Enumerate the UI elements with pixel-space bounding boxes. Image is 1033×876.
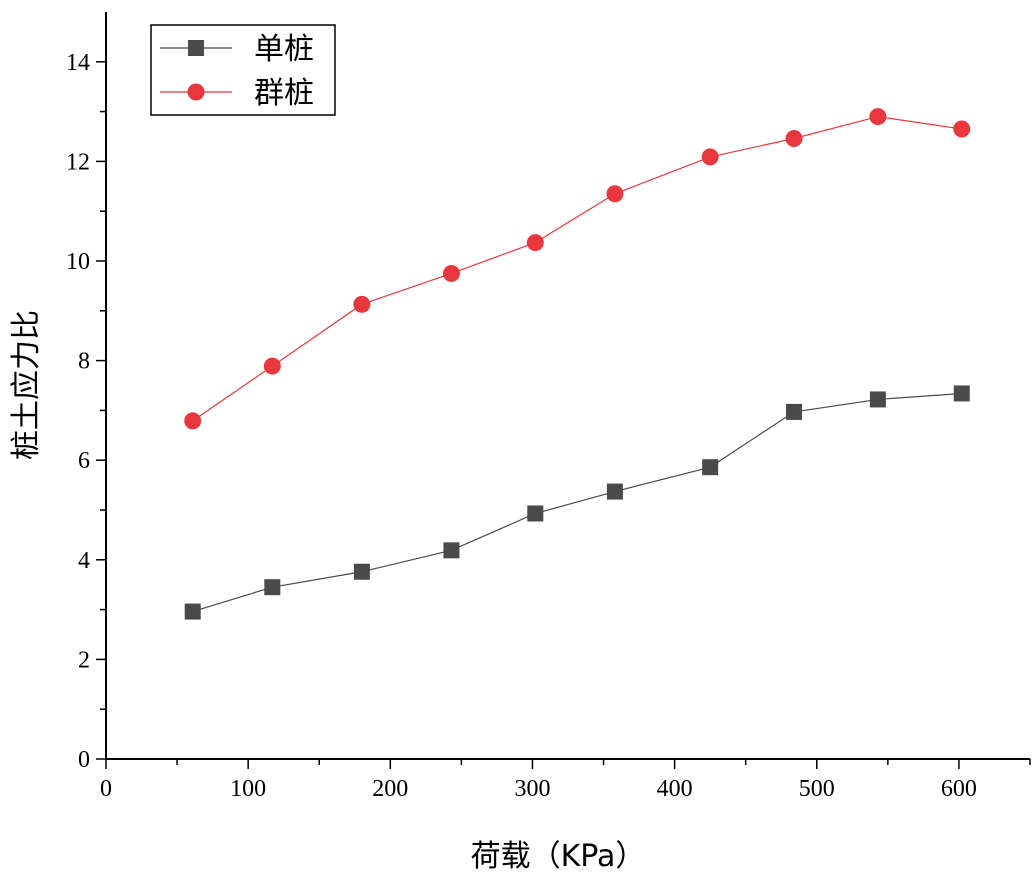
y-tick-label: 8: [78, 349, 90, 375]
data-point: [184, 412, 202, 430]
data-point: [701, 148, 719, 166]
legend-label: 单桩: [254, 32, 314, 67]
data-point: [786, 403, 803, 420]
data-point: [184, 603, 201, 620]
data-point: [702, 459, 719, 476]
legend-box: [150, 24, 336, 116]
data-point: [785, 129, 803, 147]
x-tick-label: 100: [230, 776, 266, 802]
data-point: [526, 234, 544, 252]
data-point: [443, 542, 460, 559]
x-tick-label: 500: [799, 776, 835, 802]
y-tick-label: 4: [78, 548, 90, 574]
data-point: [606, 483, 623, 500]
series-line: [192, 392, 962, 613]
data-point: [869, 391, 886, 408]
legend-label: 群桩: [254, 76, 314, 111]
x-tick-label: 600: [941, 776, 977, 802]
y-tick-label: 6: [78, 448, 90, 474]
legend-marker: [187, 83, 205, 101]
x-tick-label: 0: [100, 776, 112, 802]
data-point: [606, 185, 624, 203]
y-tick-label: 2: [78, 647, 90, 673]
y-axis-title: 桩土应力比: [9, 310, 44, 460]
data-point: [442, 264, 460, 282]
data-point: [263, 357, 281, 375]
x-tick-label: 200: [372, 776, 408, 802]
legend-marker: [188, 40, 204, 56]
axes: [105, 12, 1030, 760]
y-tick-label: 10: [66, 249, 90, 275]
plot-area: [184, 108, 971, 620]
series-1: [184, 385, 970, 620]
y-axis-ticks: 0 2 4 6 8 10 12 14: [66, 50, 106, 773]
y-tick-label: 0: [78, 747, 90, 773]
data-point: [353, 563, 370, 580]
data-point: [953, 385, 970, 402]
y-tick-label: 12: [66, 149, 90, 175]
y-tick-label: 14: [66, 50, 90, 76]
x-tick-label: 300: [514, 776, 550, 802]
series-line: [192, 115, 962, 422]
x-axis-ticks: 0 100 200 300 400 500 600: [100, 759, 1031, 802]
data-point: [527, 505, 544, 522]
data-point: [869, 108, 887, 126]
x-tick-label: 400: [657, 776, 693, 802]
series-2: [184, 108, 971, 430]
data-point: [353, 295, 371, 313]
data-point: [264, 579, 281, 596]
x-axis-title: 荷载（KPa）: [471, 839, 646, 874]
data-point: [953, 120, 971, 138]
